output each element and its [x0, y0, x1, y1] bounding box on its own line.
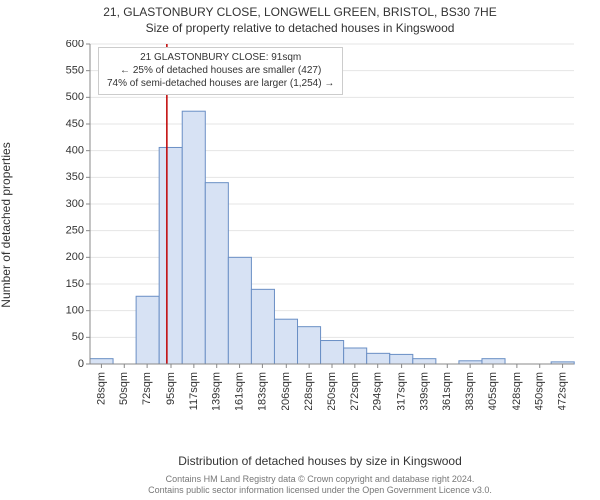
- histogram-bar: [390, 354, 413, 364]
- histogram-bar: [205, 183, 228, 364]
- y-tick-label: 250: [66, 225, 84, 237]
- chart-titles: 21, GLASTONBURY CLOSE, LONGWELL GREEN, B…: [0, 4, 600, 36]
- x-tick-label: 206sqm: [280, 372, 292, 410]
- chart-subtitle: Size of property relative to detached ho…: [0, 20, 600, 36]
- histogram-bar: [251, 289, 274, 364]
- chart-svg: 0 50 100 150 200 250 300 350 400 450 500 550 600 28sq…: [60, 40, 580, 410]
- y-tick-label: 300: [66, 198, 84, 210]
- x-tick-label: 472sqm: [556, 372, 568, 410]
- info-box: 21 GLASTONBURY CLOSE: 91sqm ← 25% of det…: [98, 47, 343, 95]
- y-tick-label: 450: [66, 118, 84, 130]
- info-box-line3: 74% of semi-detached houses are larger (…: [107, 77, 334, 90]
- x-tick-label: 294sqm: [372, 372, 384, 410]
- x-tick-label: 250sqm: [326, 372, 338, 410]
- y-tick-label: 100: [66, 305, 84, 317]
- histogram-bar: [228, 257, 251, 364]
- histogram-bar: [321, 341, 344, 364]
- x-tick-label: 72sqm: [141, 372, 153, 405]
- x-tick-label: 139sqm: [211, 372, 223, 410]
- histogram-bar: [298, 327, 321, 364]
- y-tick-label: 0: [78, 358, 84, 370]
- x-tick-label: 95sqm: [165, 372, 177, 405]
- histogram-bar: [136, 296, 159, 364]
- y-axis-label: Number of detached properties: [0, 142, 13, 307]
- x-tick-label: 117sqm: [188, 372, 200, 410]
- x-tick-label: 339sqm: [418, 372, 430, 410]
- y-tick-label: 500: [66, 91, 84, 103]
- histogram-bar: [90, 359, 113, 364]
- footer-line2: Contains public sector information licen…: [60, 485, 580, 496]
- y-tick-label: 200: [66, 251, 84, 263]
- x-tick-label: 405sqm: [487, 372, 499, 410]
- x-tick-label: 361sqm: [441, 372, 453, 410]
- x-tick-label: 450sqm: [534, 372, 546, 410]
- y-tick-label: 50: [72, 331, 84, 343]
- x-tick-label: 183sqm: [256, 372, 268, 410]
- footer-line1: Contains HM Land Registry data © Crown c…: [60, 474, 580, 485]
- y-tick-label: 550: [66, 65, 84, 77]
- x-tick-label: 428sqm: [511, 372, 523, 410]
- info-box-line2: ← 25% of detached houses are smaller (42…: [107, 64, 334, 77]
- x-tick-label: 161sqm: [233, 372, 245, 410]
- info-box-line1: 21 GLASTONBURY CLOSE: 91sqm: [107, 51, 334, 64]
- histogram-bar: [274, 319, 297, 364]
- x-tick-label: 383sqm: [464, 372, 476, 410]
- x-tick-label: 228sqm: [303, 372, 315, 410]
- page-title: 21, GLASTONBURY CLOSE, LONGWELL GREEN, B…: [0, 4, 600, 20]
- x-axis-label: Distribution of detached houses by size …: [60, 454, 580, 468]
- x-tick-label: 317sqm: [395, 372, 407, 410]
- x-tick-label: 272sqm: [349, 372, 361, 410]
- histogram-bar: [482, 359, 505, 364]
- histogram-bar: [413, 359, 436, 364]
- y-tick-label: 400: [66, 145, 84, 157]
- y-tick-label: 350: [66, 171, 84, 183]
- histogram-bar: [182, 111, 205, 364]
- histogram-bar: [159, 147, 182, 364]
- x-tick-label: 28sqm: [95, 372, 107, 405]
- histogram-bar: [367, 353, 390, 364]
- y-tick-label: 150: [66, 278, 84, 290]
- x-tick-label: 50sqm: [118, 372, 130, 405]
- histogram-chart: 0 50 100 150 200 250 300 350 400 450 500 550 600 28sq…: [60, 40, 580, 410]
- histogram-bar: [344, 348, 367, 364]
- y-tick-label: 600: [66, 40, 84, 50]
